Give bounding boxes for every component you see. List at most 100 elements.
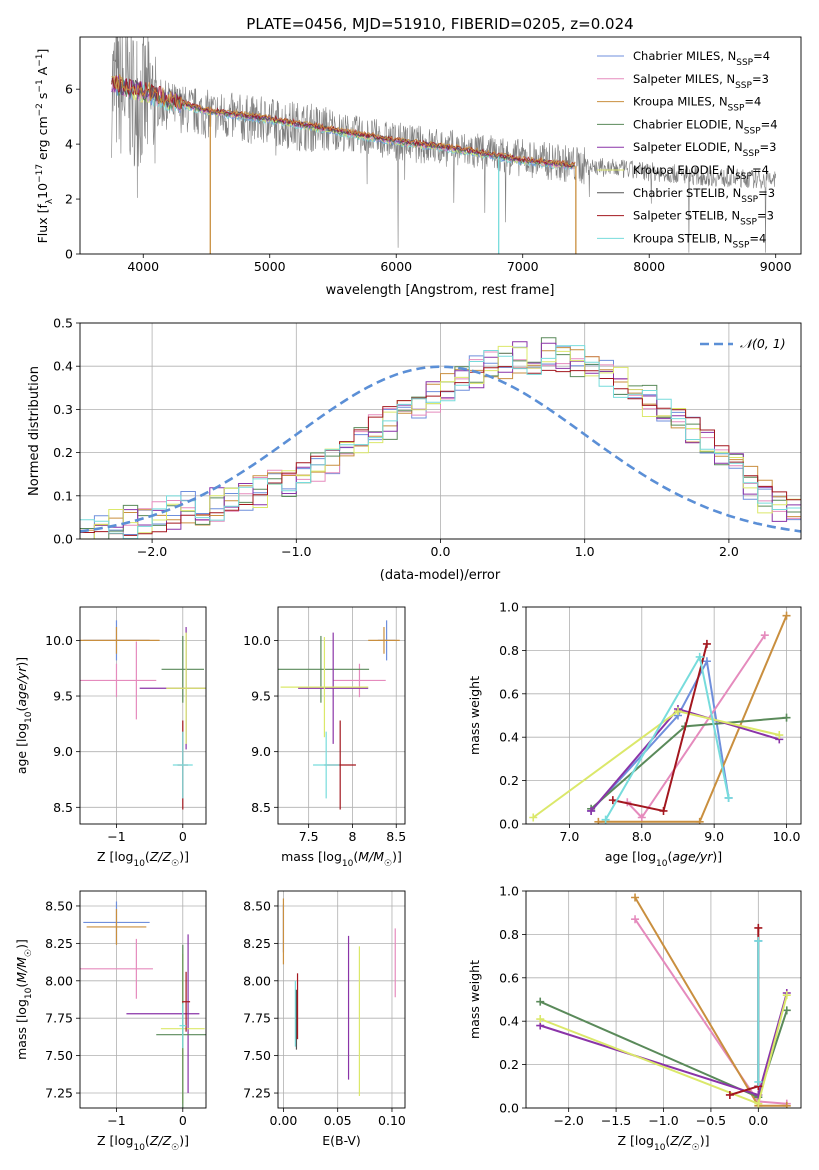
weight-marker bbox=[702, 657, 711, 666]
weight-line-5 bbox=[532, 710, 780, 819]
weight-marker bbox=[587, 806, 596, 815]
weight-marker bbox=[754, 923, 763, 932]
y-axis-label: mass [log10(M/M☉)] bbox=[14, 939, 34, 1060]
weight-marker bbox=[775, 731, 784, 740]
x-tick-label: 5000 bbox=[254, 259, 286, 274]
x-tick-label: 9000 bbox=[760, 259, 792, 274]
weight-marker bbox=[782, 611, 791, 620]
legend-label: Kroupa ELODIE, NSSP=4 bbox=[633, 163, 769, 182]
legend-label: Chabrier ELODIE, NSSP=4 bbox=[633, 117, 778, 136]
weight-marker bbox=[782, 1006, 791, 1015]
axes-frame bbox=[277, 890, 406, 1109]
normal-curve bbox=[80, 365, 801, 533]
axes-age-vs-z: −1 0 8.5 9.0 9.5 10.0 Z [log10(Z/Z☉)] age [log1… bbox=[14, 606, 207, 869]
weight-marker bbox=[754, 936, 763, 945]
axes-frame bbox=[79, 322, 802, 540]
weight-marker bbox=[695, 817, 704, 824]
plot-area-age-vs-z bbox=[80, 620, 206, 810]
plot-area-mass-vs-ebv bbox=[282, 898, 396, 1097]
y-tick-label: 7.25 bbox=[45, 1086, 73, 1101]
x-tick-label: 7.0 bbox=[559, 829, 579, 844]
y-tick-label: 0.8 bbox=[499, 927, 519, 942]
y-tick-label: 0.6 bbox=[499, 970, 519, 985]
y-tick-label: 9.0 bbox=[53, 744, 73, 759]
y-tick-label: 9.5 bbox=[251, 689, 271, 704]
weight-marker bbox=[631, 893, 640, 902]
y-tick-label: 0.0 bbox=[53, 532, 73, 547]
weight-marker bbox=[659, 806, 668, 815]
weight-line-0 bbox=[590, 658, 730, 812]
axes-spectrum: 4000 5000 6000 7000 8000 9000 0 2 4 6 wavelength [… bbox=[35, 36, 802, 298]
y-tick-label: 7.75 bbox=[45, 1011, 73, 1026]
y-tick-label: 8.25 bbox=[243, 936, 271, 951]
x-tick-label: 0.0 bbox=[748, 1113, 768, 1128]
axes-mass-vs-ebv: 0.00 0.05 0.10 7.25 7.50 7.75 8.00 8.25 8.50 E(B-… bbox=[243, 890, 406, 1148]
x-tick-label: −2.0 bbox=[137, 544, 167, 559]
x-tick-label: 7.5 bbox=[299, 829, 319, 844]
y-tick-label: 0.3 bbox=[53, 402, 73, 417]
y-axis-label: Flux [fλ10−17 erg cm−2 s−1 A−1] bbox=[35, 49, 55, 244]
plot-layer: 4000 5000 6000 7000 8000 9000 0 2 4 6 wavelength [… bbox=[14, 36, 802, 1153]
weight-marker bbox=[782, 713, 791, 722]
weight-marker bbox=[724, 793, 733, 802]
y-tick-label: 6 bbox=[65, 82, 73, 97]
legend-label: Salpeter STELIB, NSSP=3 bbox=[633, 209, 774, 228]
axes-weight-vs-age: 7.0 8.0 9.0 10.0 0.0 0.2 0.4 0.6 0.8 1.0 age [log1… bbox=[467, 600, 802, 869]
x-axis-label: wavelength [Angstrom, rest frame] bbox=[326, 283, 555, 298]
axes-mass-vs-z: −1 0 7.25 7.50 7.75 8.00 8.25 8.50 Z [log10(Z/Z☉… bbox=[14, 890, 207, 1153]
x-axis-label: (data-model)/error bbox=[380, 568, 501, 583]
y-tick-label: 0.2 bbox=[53, 445, 73, 460]
plot-area-spectrum bbox=[111, 37, 776, 254]
x-tick-label: 0 bbox=[179, 829, 187, 844]
x-tick-label: 8000 bbox=[633, 259, 665, 274]
y-tick-label: 0.5 bbox=[53, 316, 73, 331]
y-tick-label: 0.6 bbox=[499, 686, 519, 701]
x-tick-label: −1 bbox=[107, 829, 125, 844]
x-tick-label: −1.5 bbox=[601, 1113, 631, 1128]
x-tick-label: 0.10 bbox=[378, 1113, 406, 1128]
axes-frame bbox=[79, 606, 207, 825]
y-tick-label: 8.50 bbox=[243, 898, 271, 913]
plot-area-mass-vs-z bbox=[80, 901, 206, 1108]
legend-label: Chabrier STELIB, NSSP=3 bbox=[633, 186, 775, 205]
legend-label: Chabrier MILES, NSSP=4 bbox=[633, 49, 770, 68]
weight-marker bbox=[760, 631, 769, 640]
x-tick-label: 2.0 bbox=[719, 544, 739, 559]
weight-marker bbox=[695, 652, 704, 661]
y-tick-label: 7.50 bbox=[243, 1048, 271, 1063]
weight-marker bbox=[782, 1101, 791, 1108]
plot-area-residuals bbox=[80, 337, 801, 539]
x-tick-label: 0.05 bbox=[324, 1113, 352, 1128]
x-tick-label: 8.5 bbox=[386, 829, 406, 844]
x-axis-label: mass [log10(M/M☉)] bbox=[281, 849, 402, 869]
weight-marker bbox=[673, 707, 682, 716]
legend: Chabrier MILES, NSSP=4 Salpeter MILES, NS… bbox=[597, 49, 778, 250]
x-tick-label: −1.0 bbox=[281, 544, 311, 559]
y-tick-label: 7.50 bbox=[45, 1048, 73, 1063]
weight-marker bbox=[754, 1077, 763, 1086]
histogram-8 bbox=[80, 345, 801, 539]
x-tick-label: 7000 bbox=[507, 259, 539, 274]
axes-frame bbox=[79, 890, 207, 1109]
weight-marker bbox=[725, 1090, 734, 1099]
y-tick-label: 7.25 bbox=[243, 1086, 271, 1101]
x-tick-label: 0.00 bbox=[270, 1113, 298, 1128]
x-tick-label: −2.0 bbox=[553, 1113, 583, 1128]
weight-line-7 bbox=[729, 927, 760, 1096]
plot-area-weight-vs-z bbox=[536, 893, 791, 1108]
y-tick-label: 10.0 bbox=[45, 633, 73, 648]
y-tick-label: 0 bbox=[65, 247, 73, 262]
y-tick-label: 0.4 bbox=[499, 1014, 519, 1029]
x-tick-label: 4000 bbox=[127, 259, 159, 274]
y-axis-label: Normed distribution bbox=[27, 366, 42, 496]
x-tick-label: 6000 bbox=[380, 259, 412, 274]
axes-frame bbox=[79, 36, 802, 255]
weight-marker bbox=[594, 817, 603, 824]
y-tick-label: 4 bbox=[65, 137, 73, 152]
y-tick-label: 9.0 bbox=[251, 744, 271, 759]
weight-marker bbox=[601, 815, 610, 824]
x-tick-label: 10.0 bbox=[773, 829, 801, 844]
legend-label: Salpeter ELODIE, NSSP=3 bbox=[633, 140, 776, 159]
plot-area-weight-vs-age bbox=[529, 611, 791, 824]
